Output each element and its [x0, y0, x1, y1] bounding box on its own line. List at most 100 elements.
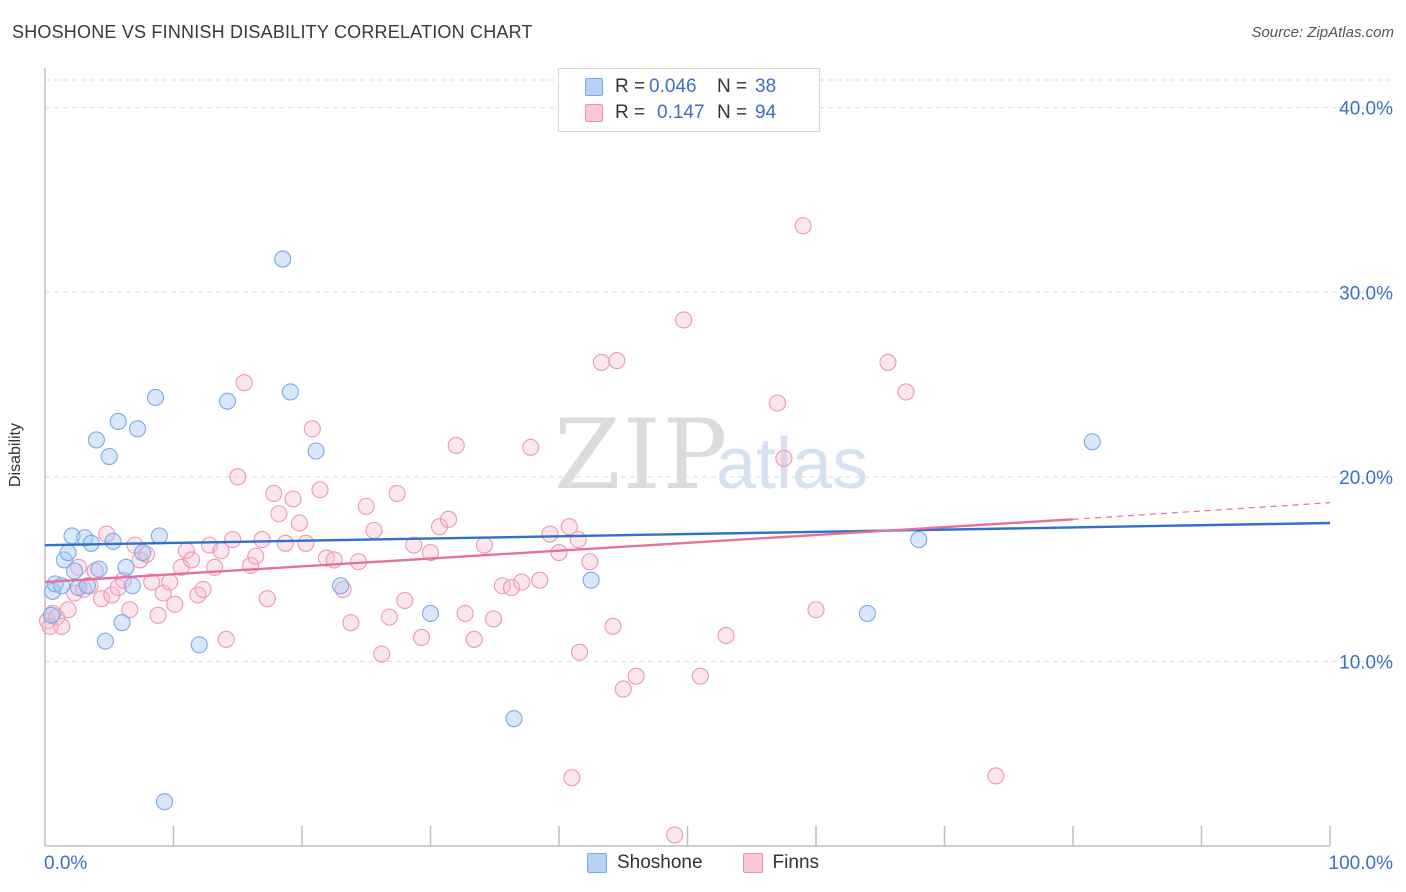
shoshone-point — [46, 575, 64, 593]
legend-row-shoshone: R = 0.046 N = 38 — [585, 75, 823, 99]
finns-point — [627, 667, 645, 685]
shoshone-point — [307, 442, 325, 460]
shoshone-point — [274, 250, 292, 268]
legend-n-label: N = — [717, 102, 748, 123]
finns-swatch — [585, 104, 603, 122]
finns-point — [531, 571, 549, 589]
finns-point — [247, 547, 265, 565]
finns-point — [571, 643, 589, 661]
finns-point — [581, 553, 599, 571]
shoshone-point — [104, 532, 122, 550]
series-legend: Shoshone Finns — [0, 852, 1406, 874]
tick-labels: 10.0% 20.0% 30.0% 40.0% 0.0% 100.0% — [44, 99, 1393, 874]
finns-point — [53, 617, 71, 635]
finns-point — [265, 484, 283, 503]
finns-point — [604, 617, 622, 635]
shoshone-swatch — [586, 853, 607, 873]
finns-point — [121, 601, 139, 619]
finns-point — [569, 531, 587, 549]
shoshone-point — [331, 577, 350, 595]
axes — [44, 68, 1331, 847]
shoshone-point — [123, 577, 141, 595]
finns-point — [502, 579, 521, 597]
shoshone-point — [421, 604, 440, 622]
shoshone-point — [218, 392, 237, 410]
finns-point — [297, 534, 315, 552]
finns-point — [807, 601, 825, 619]
legend-n-value: 38 — [755, 76, 777, 97]
finns-point — [166, 595, 184, 613]
finns-point — [253, 531, 271, 549]
finns-point — [276, 534, 294, 552]
y-tick-label: 30.0% — [1339, 283, 1393, 304]
source-label: Source: ZipAtlas.com — [1251, 24, 1394, 41]
finns-point — [897, 383, 915, 401]
shoshone-point — [90, 560, 108, 578]
legend-n-value: 94 — [755, 102, 777, 123]
finns-point — [465, 630, 483, 648]
finns-point — [560, 518, 578, 536]
finns-point — [447, 436, 465, 455]
finns-point — [550, 543, 568, 562]
shoshone-point — [87, 431, 105, 449]
shoshone-point — [134, 543, 152, 562]
finns-point — [388, 484, 406, 503]
finns-point — [675, 311, 693, 329]
shoshone-point — [128, 420, 147, 438]
finns-point — [614, 680, 632, 698]
finns-point — [768, 394, 787, 412]
finns-point — [59, 601, 77, 619]
trend-lines — [44, 502, 1331, 584]
finns-point — [224, 531, 242, 549]
finns-point — [608, 352, 626, 370]
finns-point — [235, 374, 253, 392]
chart-title: SHOSHONE VS FINNISH DISABILITY CORRELATI… — [12, 22, 533, 42]
finns-point — [691, 667, 709, 685]
shoshone-point — [42, 606, 60, 624]
finns-point — [380, 608, 398, 626]
shoshone-point — [910, 531, 928, 549]
shoshone-point — [281, 383, 299, 401]
shoshone-point — [155, 793, 174, 811]
finns-point — [311, 481, 329, 499]
shoshone-point — [100, 447, 118, 466]
finns-swatch — [742, 853, 763, 873]
watermark: ZIP atlas — [554, 399, 868, 511]
legend-item-finns: Finns — [742, 852, 819, 874]
finns-point — [270, 505, 288, 523]
correlation-legend: R = 0.046 N = 38 R = 0.147 N = 94 — [558, 68, 820, 132]
finns-point — [439, 510, 458, 528]
shoshone-point — [582, 571, 600, 589]
shoshone-point — [505, 710, 523, 728]
shoshone-point — [66, 562, 84, 580]
finns-point — [475, 536, 494, 554]
x-tick-label: 0.0% — [44, 853, 87, 874]
finns-point — [284, 490, 302, 508]
finns-point — [421, 543, 440, 562]
finns-trend-line — [44, 518, 1074, 584]
finns-point — [143, 573, 161, 591]
legend-label-shoshone: Shoshone — [616, 852, 703, 873]
finns-point — [541, 525, 559, 543]
watermark-zip: ZIP — [554, 399, 729, 511]
shoshone-point — [117, 558, 135, 576]
finns-point — [405, 536, 423, 554]
shoshone-point — [1083, 433, 1101, 451]
finns-point — [522, 438, 540, 456]
legend-n-label: N = — [717, 76, 748, 97]
legend-item-shoshone: Shoshone — [586, 852, 703, 874]
finns-point — [987, 767, 1005, 785]
finns-point — [666, 826, 684, 844]
finns-point — [357, 497, 375, 515]
y-tick-label: 40.0% — [1339, 99, 1393, 120]
finns-point — [290, 514, 308, 532]
finns-point — [342, 614, 360, 632]
finns-trend-extension — [1072, 502, 1331, 520]
shoshone-trend-line — [44, 521, 1331, 547]
finns-point — [229, 468, 247, 486]
finns-point — [484, 610, 503, 628]
shoshone-point — [190, 636, 208, 654]
finns-points — [39, 217, 1005, 844]
legend-row-finns: R = 0.147 N = 94 — [585, 101, 823, 125]
